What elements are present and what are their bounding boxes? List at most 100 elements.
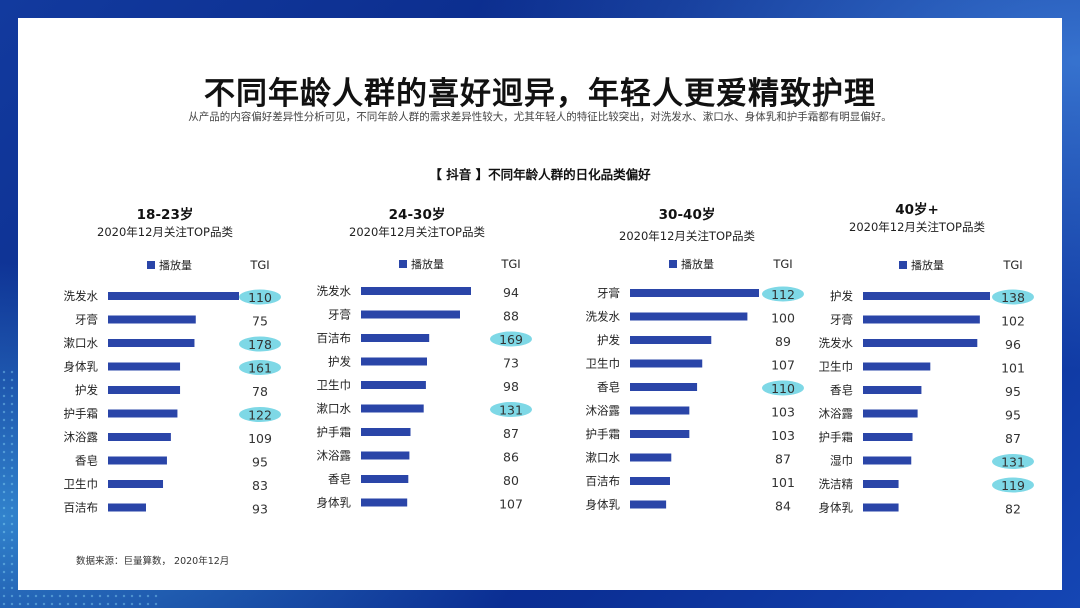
tgi-highlight <box>490 331 532 347</box>
tgi-value: 161 <box>248 361 272 376</box>
category-label: 香皂 <box>75 454 98 468</box>
bar <box>863 339 978 347</box>
bar <box>630 500 667 509</box>
tgi-value: 83 <box>252 478 268 493</box>
bar <box>863 362 931 371</box>
tgi-value: 101 <box>1001 361 1025 376</box>
legend-swatch <box>669 260 677 268</box>
bar <box>361 334 430 342</box>
tgi-highlight <box>992 477 1034 493</box>
tgi-value: 107 <box>771 358 795 373</box>
tgi-value: 80 <box>503 473 519 488</box>
tgi-highlight <box>239 407 281 422</box>
bar <box>361 404 424 413</box>
group-subtitle: 2020年12月关注TOP品类 <box>849 220 985 234</box>
tgi-value: 103 <box>771 405 795 420</box>
tgi-highlight <box>992 454 1034 469</box>
tgi-value: 107 <box>499 497 523 512</box>
category-label: 漱口水 <box>317 402 352 416</box>
tgi-value: 100 <box>771 311 795 326</box>
tgi-value: 73 <box>503 356 519 371</box>
tgi-highlight <box>239 336 281 352</box>
bar <box>361 357 427 366</box>
tgi-value: 119 <box>1001 478 1025 493</box>
bar <box>108 339 195 347</box>
tgi-value: 169 <box>499 332 523 347</box>
category-label: 沐浴露 <box>64 430 99 444</box>
tgi-value: 78 <box>252 384 268 399</box>
bar <box>630 453 672 462</box>
page-title: 不同年龄人群的喜好迥异，年轻人更爱精致护理 <box>204 76 876 112</box>
category-label: 身体乳 <box>317 496 352 510</box>
tgi-value: 87 <box>503 426 519 441</box>
group-title: 40岁+ <box>895 201 939 218</box>
tgi-value: 75 <box>252 314 268 329</box>
tgi-value: 93 <box>252 502 268 517</box>
bar <box>361 498 408 507</box>
category-label: 身体乳 <box>64 360 99 374</box>
tgi-value: 87 <box>775 452 791 467</box>
category-label: 百洁布 <box>586 474 621 488</box>
bar <box>630 383 698 391</box>
tgi-value: 88 <box>503 309 519 324</box>
bar <box>361 428 411 436</box>
tgi-value: 82 <box>1005 502 1021 517</box>
group-title: 18-23岁 <box>137 206 194 223</box>
tgi-highlight <box>992 289 1034 305</box>
category-label: 身体乳 <box>819 501 854 515</box>
bar <box>630 312 748 321</box>
category-label: 洗发水 <box>586 310 621 324</box>
tgi-value: 95 <box>252 455 268 470</box>
bar <box>863 292 990 300</box>
bar <box>361 287 471 295</box>
tgi-value: 98 <box>503 379 519 394</box>
category-label: 沐浴露 <box>819 407 854 421</box>
category-label: 护手霜 <box>317 425 352 439</box>
bar <box>108 503 146 512</box>
bar <box>108 292 239 300</box>
tgi-header: TGI <box>249 258 269 272</box>
tgi-value: 138 <box>1001 290 1025 305</box>
bar <box>630 477 670 485</box>
tgi-value: 122 <box>248 408 272 423</box>
category-label: 牙膏 <box>830 313 853 327</box>
category-label: 洗发水 <box>317 284 352 298</box>
bar <box>108 362 181 371</box>
bar <box>361 310 460 319</box>
group-title: 24-30岁 <box>389 206 446 223</box>
tgi-value: 102 <box>1001 314 1025 329</box>
bar <box>863 409 918 418</box>
tgi-value: 178 <box>248 337 272 352</box>
tgi-value: 103 <box>771 428 795 443</box>
tgi-value: 96 <box>1005 337 1021 352</box>
category-label: 护手霜 <box>586 427 621 441</box>
category-label: 牙膏 <box>328 308 351 322</box>
category-label: 沐浴露 <box>317 449 352 463</box>
tgi-header: TGI <box>772 257 792 271</box>
category-label: 洗发水 <box>64 289 99 303</box>
tgi-value: 131 <box>1001 455 1025 470</box>
tgi-value: 112 <box>771 287 795 302</box>
tgi-value: 87 <box>1005 431 1021 446</box>
bar <box>630 430 690 438</box>
bar <box>630 359 703 368</box>
bar <box>863 315 980 324</box>
bar <box>863 503 899 512</box>
tgi-value: 89 <box>775 334 791 349</box>
category-label: 漱口水 <box>64 336 99 350</box>
category-label: 香皂 <box>597 380 620 394</box>
bar <box>863 386 922 394</box>
bar <box>361 381 426 389</box>
bar <box>630 336 712 344</box>
category-label: 护手霜 <box>819 430 854 444</box>
category-label: 百洁布 <box>64 501 99 515</box>
category-label: 香皂 <box>830 383 853 397</box>
category-label: 护发 <box>75 383 98 397</box>
content-panel: 不同年龄人群的喜好迥异，年轻人更爱精致护理 从产品的内容偏好差异性分析可见，不同… <box>18 18 1062 590</box>
tgi-value: 95 <box>1005 384 1021 399</box>
category-label: 护发 <box>328 355 351 369</box>
tgi-value: 84 <box>775 499 791 514</box>
tgi-value: 131 <box>499 403 523 418</box>
category-label: 卫生巾 <box>586 357 621 371</box>
